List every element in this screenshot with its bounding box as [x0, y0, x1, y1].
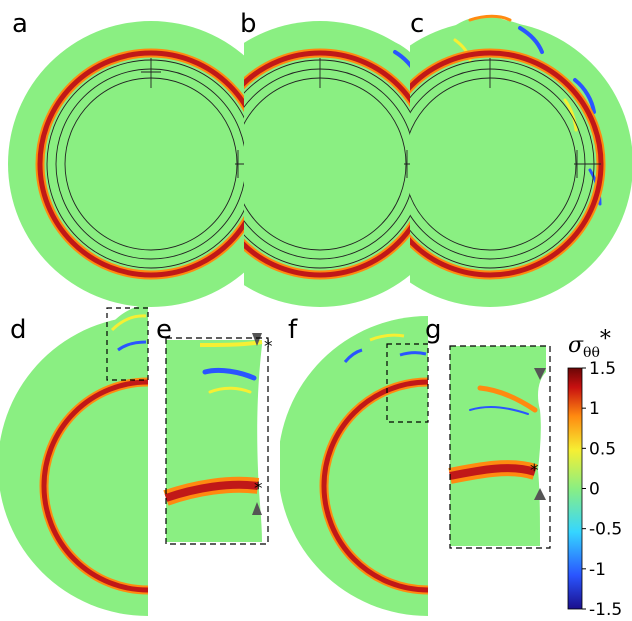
- panel-d: [0, 305, 148, 616]
- panel-g-star-marker: *: [530, 461, 539, 481]
- panel-e-star-marker: *: [254, 479, 263, 499]
- panel-e: * *: [163, 333, 273, 542]
- colorbar-tick-label: 1: [589, 399, 600, 419]
- panel-c-stress-compressive: [573, 78, 596, 114]
- panel-f-bulge: [340, 318, 428, 380]
- panel-label-g: g: [425, 315, 442, 345]
- colorbar-gradient: [567, 367, 583, 610]
- colorbar-superscript: *: [600, 327, 611, 352]
- panel-g-field: [450, 346, 546, 546]
- panel-c-stress-compressive: [518, 26, 544, 54]
- panel-f-ring-core: [321, 379, 428, 593]
- colorbar-tick-label: -0.5: [589, 520, 622, 540]
- panel-f-stress-compressive: [343, 348, 363, 363]
- panel-g: *: [448, 346, 546, 546]
- panel-d-stress-compressive: [117, 340, 147, 352]
- colorbar: σθθ* 1.5 1 0.5 0 -0.5 -1 -1.5: [567, 327, 622, 620]
- panel-g-frame: [449, 345, 551, 549]
- panel-label-a: a: [12, 9, 28, 39]
- panel-c-stress-tensile: [563, 98, 578, 132]
- colorbar-tick-label: -1: [589, 560, 606, 580]
- panel-b-disk: [244, 21, 444, 307]
- colorbar-tick-label: -1.5: [589, 600, 622, 620]
- panel-d-zoom-box: [106, 307, 149, 381]
- panel-d-ring-core: [41, 379, 148, 593]
- colorbar-tick-label: 0: [589, 480, 600, 500]
- panel-g-stress-tensile: [477, 385, 538, 413]
- panel-e-frame: [165, 337, 269, 545]
- panel-a-disk: [8, 21, 294, 307]
- panel-d-stress-tensile: [110, 314, 147, 332]
- colorbar-symbol: σ: [568, 333, 584, 358]
- panel-f-zoom-box: [386, 343, 429, 423]
- panel-e-arrowhead-top: [252, 333, 262, 346]
- panel-e-stress-compressive: [202, 367, 257, 381]
- panel-c-stress-tensile: [468, 14, 512, 22]
- panel-g-arrowhead-bottom: [534, 488, 546, 500]
- panel-label-b: b: [240, 9, 257, 39]
- colorbar-tick-label: 0.5: [589, 439, 616, 459]
- panel-g-ring-core: [449, 464, 537, 480]
- colorbar-ticks: 1.5 1 0.5 0 -0.5 -1 -1.5: [582, 359, 622, 620]
- panel-g-stress-compressive: [469, 406, 529, 415]
- panel-c: [410, 14, 632, 307]
- panel-e-stress-tensile: [208, 386, 252, 394]
- panel-e-arrowhead-bottom: [252, 502, 262, 515]
- panel-label-c: c: [410, 9, 424, 39]
- colorbar-tick-label: 1.5: [589, 359, 616, 379]
- colorbar-title: σθθ*: [568, 327, 611, 361]
- panel-f-stress-compressive: [399, 351, 427, 357]
- panel-f: [280, 316, 428, 616]
- panel-c-bulge: [432, 16, 610, 215]
- colorbar-subscript: θθ: [583, 345, 600, 361]
- panel-g-arrowhead-top: [534, 368, 546, 380]
- panel-label-f: f: [288, 315, 298, 345]
- panel-f-stress-tensile: [369, 333, 405, 342]
- panel-label-d: d: [10, 315, 27, 345]
- panel-e-ring-core: [164, 480, 259, 502]
- panel-label-e: e: [156, 315, 172, 345]
